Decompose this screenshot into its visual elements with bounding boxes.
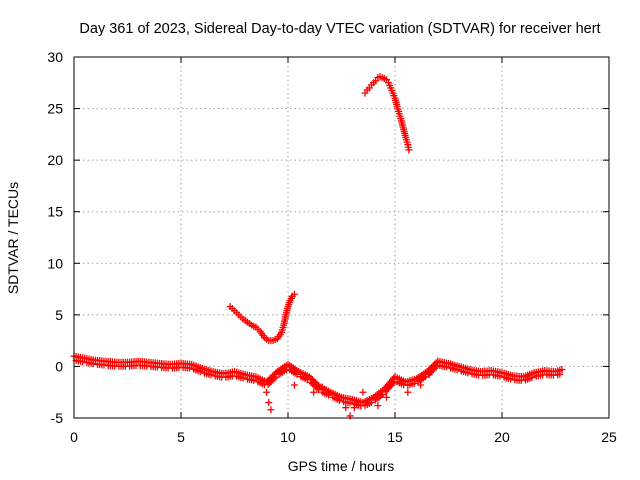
data-point	[382, 393, 390, 401]
data-point	[359, 388, 367, 396]
data-point	[342, 404, 350, 412]
plot-frame	[73, 56, 610, 419]
x-axis-label: GPS time / hours	[288, 458, 395, 474]
data-point	[442, 363, 450, 371]
data-point	[267, 406, 275, 414]
data-point	[290, 381, 298, 389]
y-tick-label: -5	[51, 410, 64, 426]
grid-lines	[74, 57, 609, 418]
chart-title: Day 361 of 2023, Sidereal Day-to-day VTE…	[79, 21, 600, 37]
data-point	[528, 373, 536, 381]
data-point	[318, 383, 326, 391]
x-tick-label: 15	[387, 429, 403, 445]
data-point	[410, 379, 418, 387]
data-point	[265, 399, 273, 407]
x-tick-label: 25	[601, 429, 617, 445]
data-point	[350, 404, 358, 412]
data-point	[263, 388, 271, 396]
y-tick-label: 30	[47, 49, 63, 65]
y-tick-label: 25	[47, 101, 63, 117]
y-axis-label: SDTVAR / TECUs	[5, 182, 21, 294]
data-point	[556, 370, 564, 378]
data-point	[496, 372, 504, 380]
data-point	[404, 388, 412, 396]
y-tick-label: 15	[47, 204, 63, 220]
data-point	[79, 358, 87, 366]
x-tick-label: 20	[494, 429, 510, 445]
data-point	[346, 399, 354, 407]
data-point	[338, 393, 345, 401]
y-tick-label: 0	[55, 358, 63, 374]
x-tick-label: 5	[177, 429, 185, 445]
data-point	[290, 290, 298, 298]
y-tick-label: 10	[47, 255, 63, 271]
x-tick-label: 0	[70, 429, 78, 445]
data-point	[405, 146, 413, 154]
data-point	[367, 398, 375, 406]
data-point	[558, 366, 566, 374]
data-point	[388, 380, 396, 388]
x-tick-label: 10	[280, 429, 296, 445]
data-points	[70, 73, 566, 420]
data-point	[250, 376, 258, 384]
data-point	[431, 364, 439, 372]
y-tick-label: 5	[55, 307, 63, 323]
data-point	[397, 378, 405, 386]
data-point	[186, 364, 194, 372]
data-point	[355, 399, 363, 407]
y-tick-label: 20	[47, 152, 63, 168]
data-point	[270, 375, 278, 383]
data-point	[417, 381, 425, 389]
data-point	[310, 388, 318, 396]
data-point	[425, 371, 433, 379]
data-point	[374, 402, 382, 410]
